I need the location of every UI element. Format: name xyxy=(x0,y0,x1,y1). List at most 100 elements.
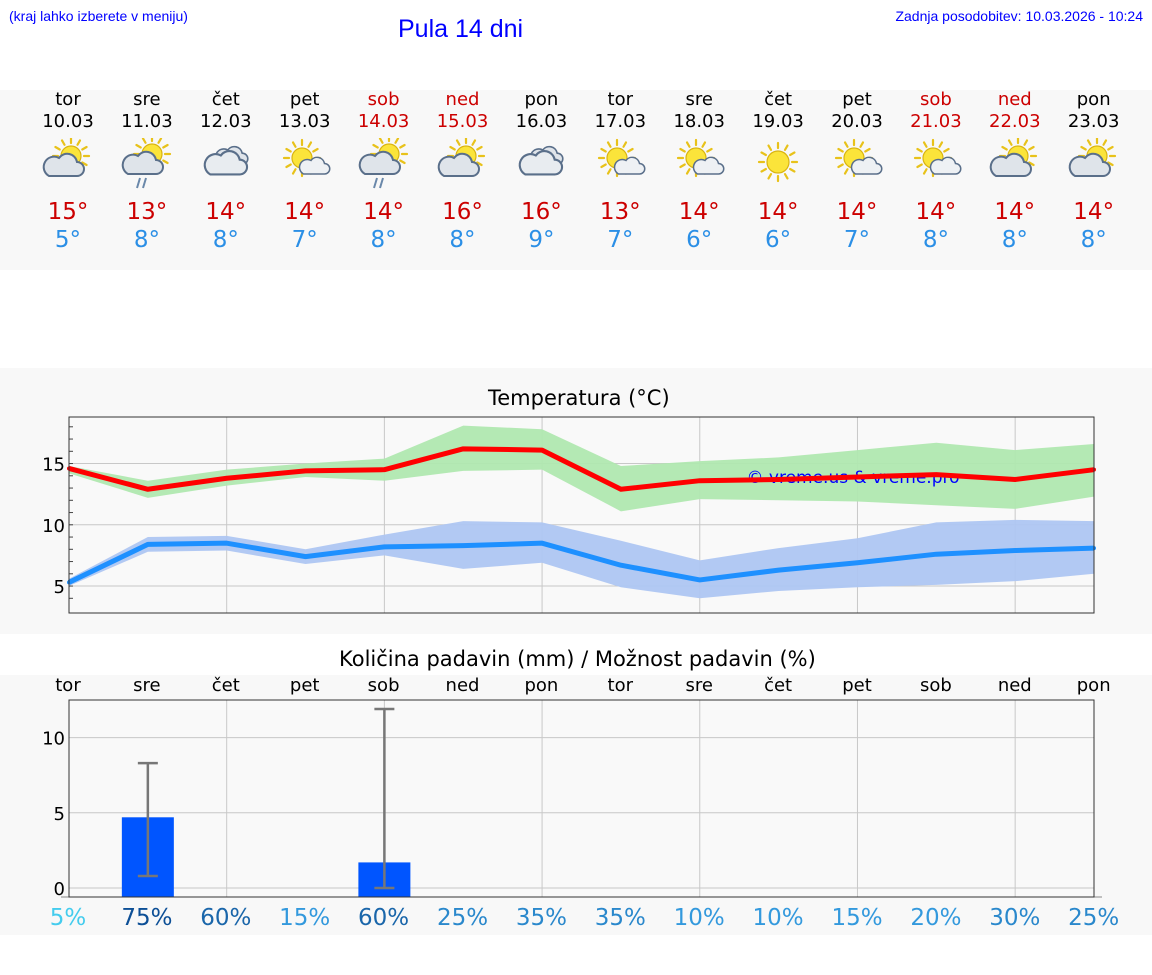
min-temperature: 7° xyxy=(291,227,318,253)
day-name: sre xyxy=(685,89,713,110)
day-date: 20.03 xyxy=(831,111,883,132)
precipitation-probability: 10% xyxy=(673,905,725,931)
max-temperature: 14° xyxy=(284,199,326,225)
precipitation-probability: 10% xyxy=(752,905,804,931)
day-name: sre xyxy=(133,89,161,110)
sun-small-cloud-icon xyxy=(677,138,725,178)
day-date: 16.03 xyxy=(515,111,568,132)
precipitation-probability: 25% xyxy=(436,905,489,931)
precipitation-probability: 35% xyxy=(515,905,567,931)
precipitation-probability: 15% xyxy=(831,905,883,931)
max-temperature: 14° xyxy=(205,199,247,225)
min-temperature: 8° xyxy=(449,227,476,253)
day-label: ned xyxy=(997,675,1032,696)
precipitation-probability: 60% xyxy=(358,905,410,931)
day-date: 10.03 xyxy=(42,111,94,132)
day-date: 12.03 xyxy=(200,111,252,132)
day-name: pon xyxy=(524,89,559,110)
sun-cloud-icon xyxy=(437,138,485,177)
day-name: pet xyxy=(842,89,872,110)
min-temperature: 6° xyxy=(765,227,792,253)
sun-small-cloud-icon xyxy=(282,138,331,178)
day-date: 21.03 xyxy=(910,111,962,132)
day-date: 13.03 xyxy=(278,111,331,132)
min-temperature: 6° xyxy=(686,227,713,253)
last-updated: Zadnja posodobitev: 10.03.2026 - 10:24 xyxy=(895,8,1143,24)
day-date: 14.03 xyxy=(357,111,410,132)
sun-cloud-icon xyxy=(1068,138,1116,177)
sun-cloud-icon xyxy=(989,138,1037,177)
min-temperature: 8° xyxy=(370,227,397,253)
sun-cloud-rain-icon xyxy=(358,138,408,189)
min-temperature: 8° xyxy=(212,227,239,253)
day-date: 23.03 xyxy=(1067,111,1120,132)
max-temperature: 14° xyxy=(363,199,404,225)
location-hint: (kraj lahko izberete v meniju) xyxy=(9,8,188,24)
day-label: pet xyxy=(289,675,320,696)
forecast-panel xyxy=(0,90,1152,270)
day-date: 22.03 xyxy=(989,111,1041,132)
day-name: tor xyxy=(607,89,634,110)
max-temperature: 14° xyxy=(678,199,720,225)
sun-icon xyxy=(757,141,799,183)
day-date: 19.03 xyxy=(752,111,804,132)
temperature-chart-title: Temperatura (°C) xyxy=(488,386,670,410)
day-date: 11.03 xyxy=(121,111,173,132)
page-title: Pula 14 dni xyxy=(398,15,524,43)
max-temperature: 13° xyxy=(126,199,168,225)
max-temperature: 14° xyxy=(1073,199,1115,225)
day-name: sob xyxy=(367,89,400,110)
sun-cloud-rain-icon xyxy=(121,138,171,189)
day-label: sob xyxy=(919,675,952,696)
precipitation-probability: 25% xyxy=(1068,905,1120,931)
min-temperature: 8° xyxy=(133,227,160,253)
precipitation-probability: 15% xyxy=(279,905,331,931)
day-name: čet xyxy=(764,89,793,110)
day-label: sre xyxy=(685,675,713,696)
precipitation-chart-title: Količina padavin (mm) / Možnost padavin … xyxy=(339,647,816,671)
min-temperature: 8° xyxy=(922,227,949,253)
day-name: sob xyxy=(919,89,952,110)
max-temperature: 16° xyxy=(442,199,483,225)
max-temperature: 14° xyxy=(994,199,1036,225)
min-temperature: 8° xyxy=(1080,227,1107,253)
precipitation-probability: 20% xyxy=(910,905,962,931)
day-name: tor xyxy=(55,89,81,110)
min-temperature: 7° xyxy=(607,227,634,253)
min-temperature: 9° xyxy=(528,227,555,253)
cloudy-icon xyxy=(519,145,564,176)
max-temperature: 15° xyxy=(47,199,89,225)
max-temperature: 14° xyxy=(836,199,878,225)
precipitation-panel xyxy=(0,675,1152,935)
day-label: čet xyxy=(764,675,793,696)
day-label: pon xyxy=(1076,675,1111,696)
day-label: čet xyxy=(211,675,240,696)
day-label: sob xyxy=(367,675,400,696)
day-label: tor xyxy=(607,675,634,696)
max-temperature: 14° xyxy=(757,199,799,225)
max-temperature: 16° xyxy=(521,199,562,225)
day-label: pon xyxy=(524,675,559,696)
day-date: 18.03 xyxy=(673,111,725,132)
sun-small-cloud-icon xyxy=(913,138,962,178)
min-temperature: 7° xyxy=(843,227,871,253)
precipitation-probability: 35% xyxy=(594,905,646,931)
min-temperature: 8° xyxy=(1001,227,1028,253)
day-name: ned xyxy=(445,89,480,110)
day-name: pon xyxy=(1076,89,1111,110)
day-label: ned xyxy=(445,675,480,696)
precipitation-probability: 75% xyxy=(121,905,173,931)
day-name: čet xyxy=(211,89,240,110)
precipitation-probability: 5% xyxy=(49,905,87,931)
max-temperature: 13° xyxy=(599,199,641,225)
day-label: pet xyxy=(842,675,872,696)
day-date: 17.03 xyxy=(594,111,647,132)
sun-small-cloud-icon xyxy=(598,138,646,178)
max-temperature: 14° xyxy=(915,199,957,225)
sun-cloud-icon xyxy=(42,138,91,177)
day-date: 15.03 xyxy=(436,111,489,132)
min-temperature: 5° xyxy=(54,227,82,253)
precipitation-probability: 30% xyxy=(989,905,1041,931)
day-label: sre xyxy=(133,675,161,696)
cloudy-icon xyxy=(203,145,249,176)
